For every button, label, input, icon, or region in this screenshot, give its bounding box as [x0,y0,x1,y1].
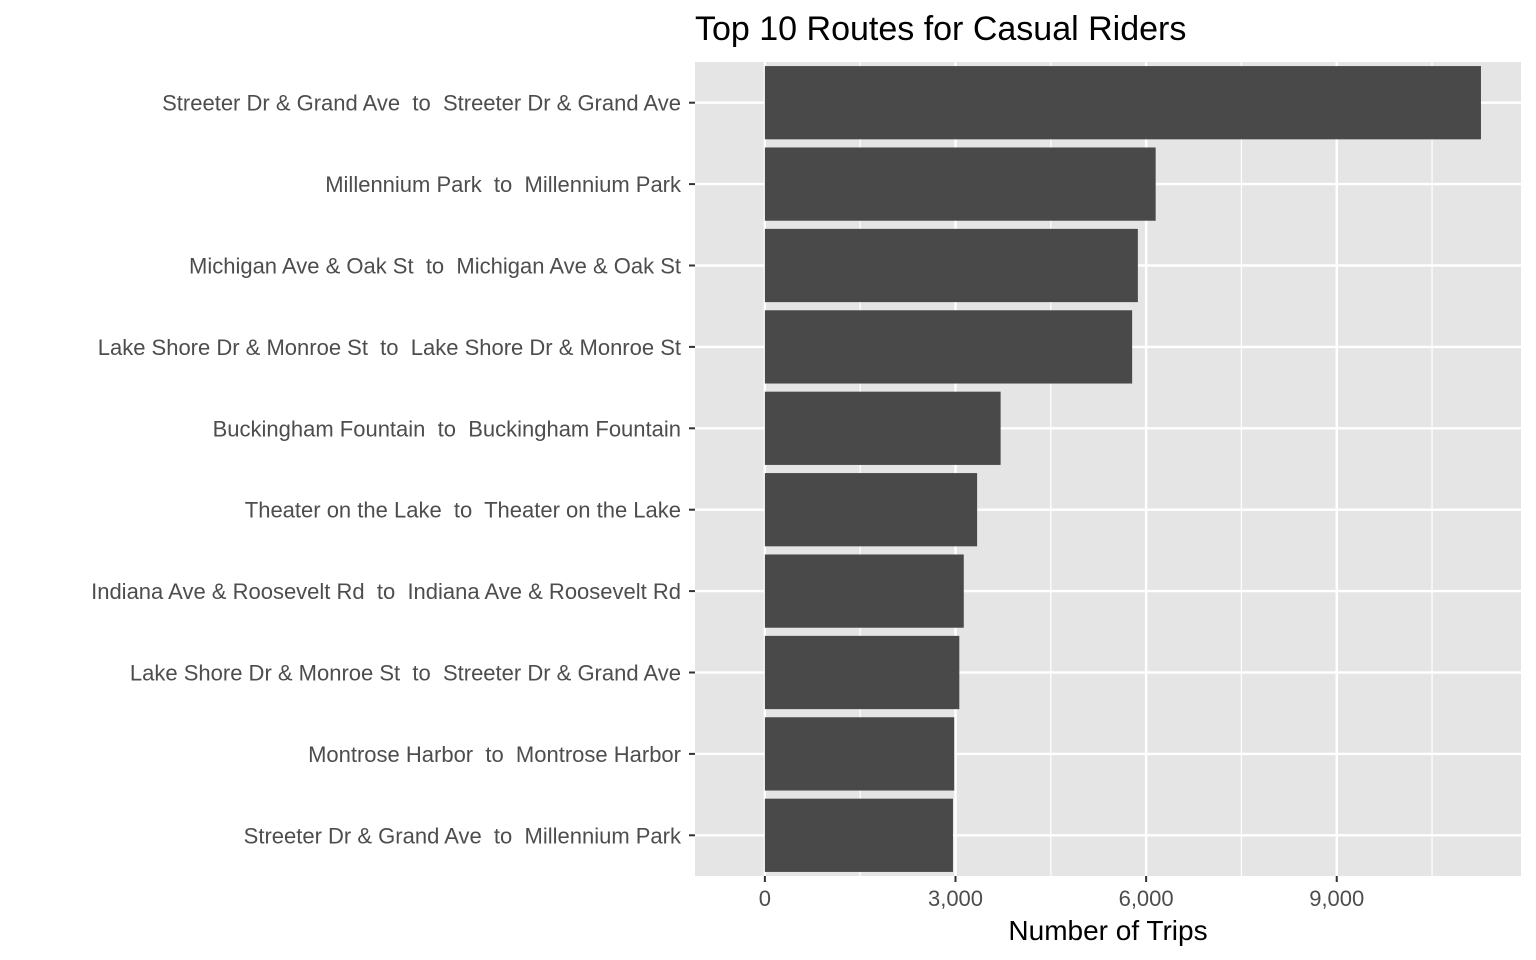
y-tick-label: Montrose Harbor to Montrose Harbor [308,742,681,767]
bar [764,66,1481,140]
y-tick-label: Millennium Park to Millennium Park [325,172,682,197]
y-tick-label: Streeter Dr & Grand Ave to Streeter Dr &… [162,91,681,116]
chart-title: Top 10 Routes for Casual Riders [695,10,1186,48]
bar [764,635,960,710]
y-tick-label: Michigan Ave & Oak St to Michigan Ave & … [189,254,681,279]
x-axis: 0 3,000 6,000 9,000 [759,876,1364,911]
y-axis: Streeter Dr & Grand Ave to Streeter Dr &… [91,91,695,848]
bar [764,473,978,547]
x-axis-label: Number of Trips [1008,915,1207,946]
x-tick-label: 3,000 [928,886,983,911]
bars [764,66,1481,872]
bar [764,147,1156,221]
bar [764,391,1001,465]
bar [764,798,953,872]
bar [764,717,955,791]
y-tick-label: Indiana Ave & Roosevelt Rd to Indiana Av… [91,579,681,604]
bar [764,554,964,628]
y-tick-label: Lake Shore Dr & Monroe St to Streeter Dr… [130,661,681,686]
x-tick-label: 0 [759,886,771,911]
y-tick-label: Theater on the Lake to Theater on the La… [245,498,681,523]
bar [764,228,1138,303]
x-tick-label: 6,000 [1119,886,1174,911]
y-tick-label: Lake Shore Dr & Monroe St to Lake Shore … [98,335,681,360]
y-tick-label: Buckingham Fountain to Buckingham Founta… [213,416,681,441]
bar [764,310,1133,384]
y-tick-label: Streeter Dr & Grand Ave to Millennium Pa… [244,823,682,848]
x-tick-label: 9,000 [1309,886,1364,911]
